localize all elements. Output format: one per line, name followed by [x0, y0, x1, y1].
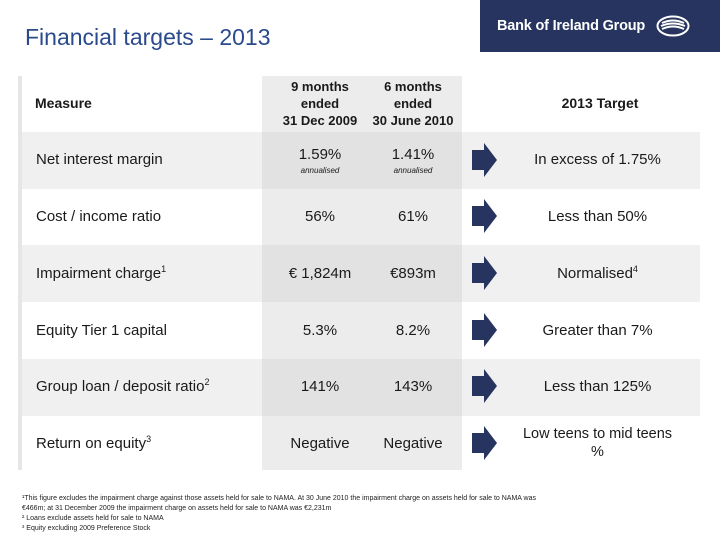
page-title: Financial targets – 2013	[25, 24, 271, 50]
value-2009: Negative	[290, 435, 350, 452]
arrow-right-icon	[472, 313, 497, 347]
target-value: Low teens to mid teens %	[522, 426, 673, 460]
footnote: ¹This figure excludes the impairment cha…	[22, 495, 536, 502]
value-2010: €893m	[390, 265, 436, 282]
col2-header: 6 months ended 30 June 2010	[372, 79, 454, 128]
footnotes: ¹This figure excludes the impairment cha…	[22, 494, 702, 534]
target-value: Normalised4	[557, 264, 638, 283]
row-band	[20, 132, 700, 189]
measure-label: Equity Tier 1 capital	[36, 322, 167, 339]
measure-label: Cost / income ratio	[36, 208, 162, 225]
value-2009: 1.59%	[298, 146, 342, 163]
value-2010: 61%	[397, 208, 429, 225]
arrow-right-icon	[472, 143, 497, 177]
value-2010: 8.2%	[395, 322, 431, 339]
arrow-right-icon	[472, 426, 497, 460]
value-2009: 141%	[300, 378, 340, 395]
left-shade	[18, 76, 22, 470]
target-value: Less than 125%	[543, 378, 652, 395]
measure-label: Net interest margin	[36, 151, 163, 168]
target-value: In excess of 1.75%	[534, 151, 661, 168]
value-2010: Negative	[383, 435, 443, 452]
value-2009: € 1,824m	[288, 265, 352, 282]
measure-label: Return on equity3	[36, 434, 152, 453]
footnote: €466m; at 31 December 2009 the impairmen…	[22, 505, 332, 512]
measure-header: Measure	[35, 95, 92, 111]
arrow-right-icon	[472, 369, 497, 403]
target-header: 2013 Target	[561, 95, 639, 111]
value-2009-note: annualised	[300, 166, 340, 175]
value-2010-note: annualised	[393, 166, 433, 175]
footnote: ² Loans exclude assets held for sale to …	[22, 515, 164, 522]
value-column-shade	[262, 76, 462, 470]
col1-header: 9 months ended 31 Dec 2009	[282, 79, 358, 128]
measure-label: Impairment charge1	[36, 264, 167, 283]
footnote: ³ Equity excluding 2009 Preference Stock	[22, 525, 151, 532]
brand-name: Bank of Ireland Group	[497, 18, 646, 34]
measure-label: Group loan / deposit ratio2	[36, 377, 210, 396]
value-2010: 143%	[393, 378, 433, 395]
row-band	[20, 359, 700, 416]
bank-logo-icon	[656, 15, 690, 37]
value-2009: 5.3%	[302, 322, 338, 339]
target-value: Greater than 7%	[542, 322, 653, 339]
value-2010: 1.41%	[391, 146, 435, 163]
brand-banner: Bank of Ireland Group	[480, 0, 720, 52]
row-band	[20, 245, 700, 302]
target-value: Less than 50%	[547, 208, 648, 225]
value-2009: 56%	[304, 208, 336, 225]
arrow-right-icon	[472, 199, 497, 233]
arrow-right-icon	[472, 256, 497, 290]
